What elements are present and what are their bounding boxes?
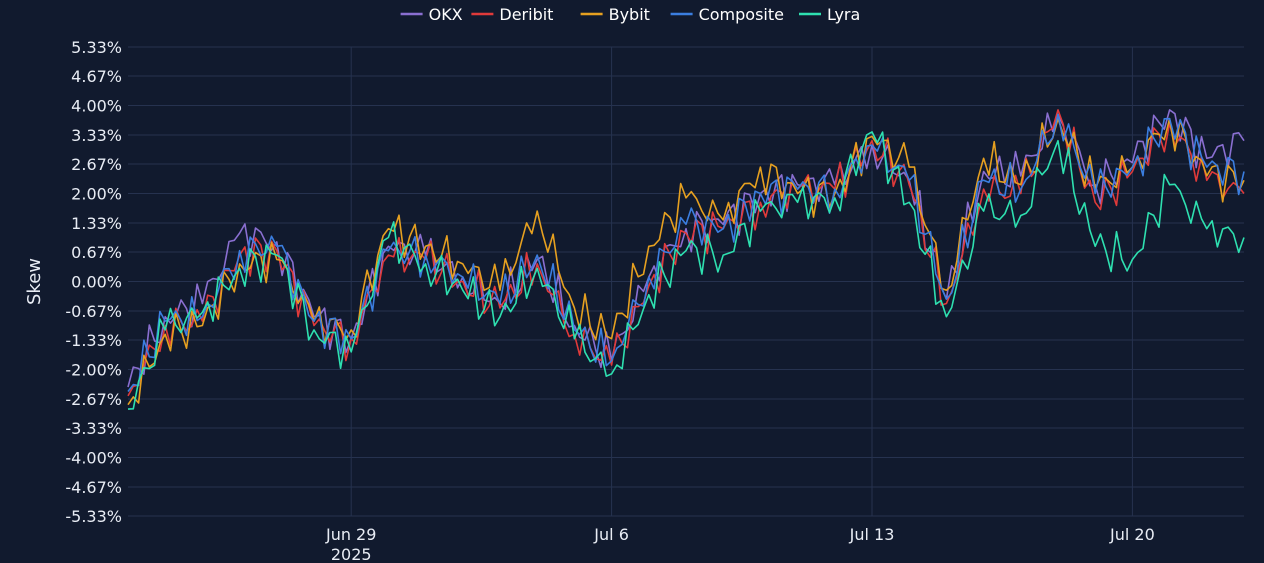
legend-item-deribit[interactable]: Deribit bbox=[471, 5, 553, 24]
legend-item-lyra[interactable]: Lyra bbox=[799, 5, 860, 24]
series-line-composite bbox=[127, 113, 1245, 392]
y-axis-label: Skew bbox=[24, 258, 45, 305]
y-tick-label: -2.67% bbox=[65, 390, 122, 409]
y-tick-label: 3.33% bbox=[71, 126, 122, 145]
y-tick-label: 0.00% bbox=[71, 273, 122, 292]
y-tick-label: 2.00% bbox=[71, 185, 122, 204]
legend-label: Composite bbox=[699, 5, 784, 24]
series-lines bbox=[127, 109, 1245, 410]
y-tick-label: -5.33% bbox=[65, 507, 122, 526]
series-line-lyra bbox=[127, 131, 1245, 410]
y-tick-label: -2.00% bbox=[65, 360, 122, 379]
legend-label: OKX bbox=[429, 5, 463, 24]
y-tick-label: -0.67% bbox=[65, 302, 122, 321]
series-line-deribit bbox=[127, 109, 1245, 397]
grid bbox=[128, 46, 1244, 517]
legend-item-composite[interactable]: Composite bbox=[670, 5, 784, 24]
legend-label: Deribit bbox=[499, 5, 553, 24]
y-axis-ticks: 5.33% 4.67% 4.00% 3.33% 2.67% 2.00% 1.33% 0.67%… bbox=[65, 38, 122, 526]
series-line-bybit bbox=[127, 117, 1245, 406]
legend-label: Lyra bbox=[827, 5, 860, 24]
y-tick-label: 1.33% bbox=[71, 214, 122, 233]
y-tick-label: 5.33% bbox=[71, 38, 122, 57]
legend[interactable]: OKX Deribit Bybit Composite Lyra bbox=[400, 5, 861, 24]
x-tick-label: Jul 6 bbox=[593, 525, 629, 544]
legend-item-okx[interactable]: OKX bbox=[400, 5, 463, 24]
y-tick-label: -3.33% bbox=[65, 419, 122, 438]
x-tick-label: Jul 13 bbox=[849, 525, 895, 544]
y-tick-label: -4.00% bbox=[65, 448, 122, 467]
legend-item-bybit[interactable]: Bybit bbox=[580, 5, 650, 24]
y-tick-label: 2.67% bbox=[71, 155, 122, 174]
y-tick-label: -1.33% bbox=[65, 331, 122, 350]
y-tick-label: 4.67% bbox=[71, 67, 122, 86]
x-tick-label: Jul 20 bbox=[1109, 525, 1155, 544]
x-tick-label: Jun 29 bbox=[325, 525, 376, 544]
y-tick-label: -4.67% bbox=[65, 478, 122, 497]
y-tick-label: 4.00% bbox=[71, 97, 122, 116]
y-tick-label: 0.67% bbox=[71, 243, 122, 262]
legend-label: Bybit bbox=[609, 5, 650, 24]
x-tick-sublabel: 2025 bbox=[331, 545, 372, 563]
